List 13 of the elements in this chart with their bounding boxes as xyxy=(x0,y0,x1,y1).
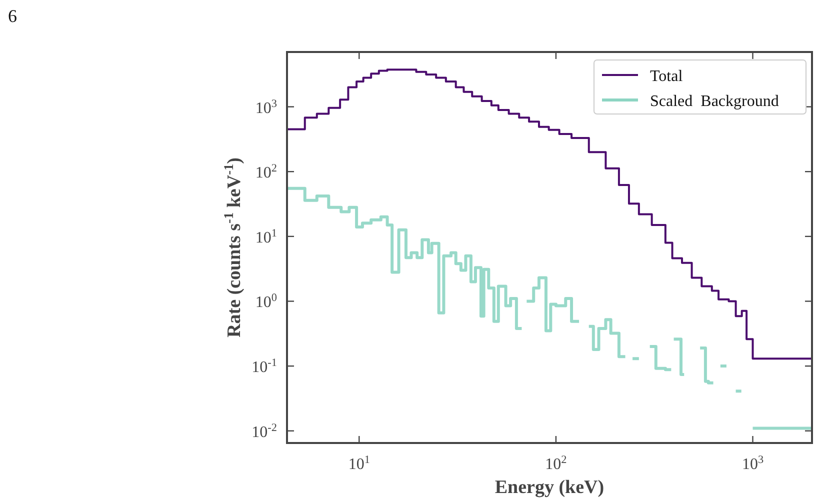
x-axis-title: Energy (keV) xyxy=(494,477,604,498)
y-tick-label: 10$^{3}$ xyxy=(255,98,278,117)
y-tick-label: 10$^{0}$ xyxy=(255,292,278,312)
x-tick-label: 10$^{2}$ xyxy=(545,454,567,473)
y-tick-label: 10$^{-1}$ xyxy=(252,357,277,376)
y-tick-label: 10$^{-2}$ xyxy=(252,422,277,441)
y-tick-label: 10$^{2}$ xyxy=(255,162,277,182)
y-tick-label: 10$^{1}$ xyxy=(255,227,277,246)
x-tick-label: 10$^{1}$ xyxy=(348,454,370,473)
legend-label: Scaled Background xyxy=(650,93,779,110)
legend-label: Total xyxy=(650,68,684,85)
x-tick-label: 10$^{3}$ xyxy=(742,454,764,473)
text: 6 xyxy=(8,6,17,26)
